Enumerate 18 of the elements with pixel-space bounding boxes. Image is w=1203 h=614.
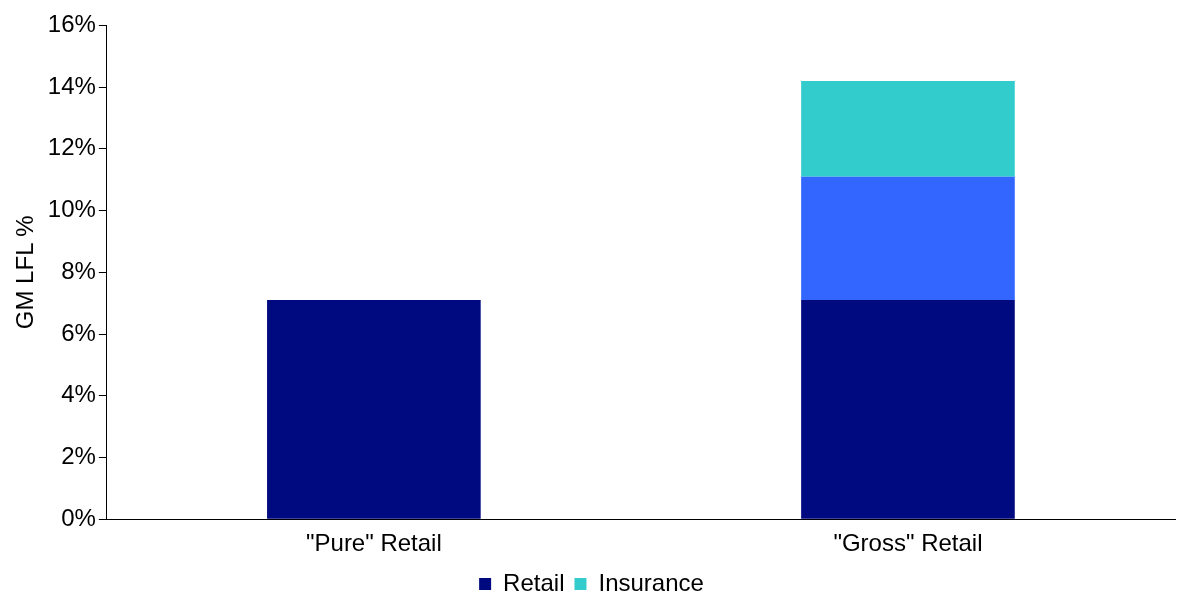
y-tick-label: 14% <box>47 71 96 99</box>
y-tick-label: 16% <box>47 10 96 38</box>
y-tick-label: 6% <box>61 318 96 346</box>
x-tick-label: "Gross" Retail <box>833 529 983 557</box>
bar <box>267 300 481 519</box>
x-tick-label: "Pure" Retail <box>305 529 442 557</box>
legend-label: Retail <box>503 568 565 596</box>
y-axis-title: GM LFL % <box>11 215 39 330</box>
y-tick-label: 2% <box>61 442 96 470</box>
y-tick-label: 0% <box>61 503 96 531</box>
bar <box>801 300 1015 519</box>
bar <box>801 176 1015 301</box>
y-tick-label: 8% <box>61 256 96 284</box>
bar <box>801 80 1015 177</box>
y-tick-label: 4% <box>61 380 96 408</box>
legend-label: Insurance <box>598 568 704 596</box>
y-tick-label: 10% <box>47 195 96 223</box>
y-tick-label: 12% <box>47 133 96 161</box>
